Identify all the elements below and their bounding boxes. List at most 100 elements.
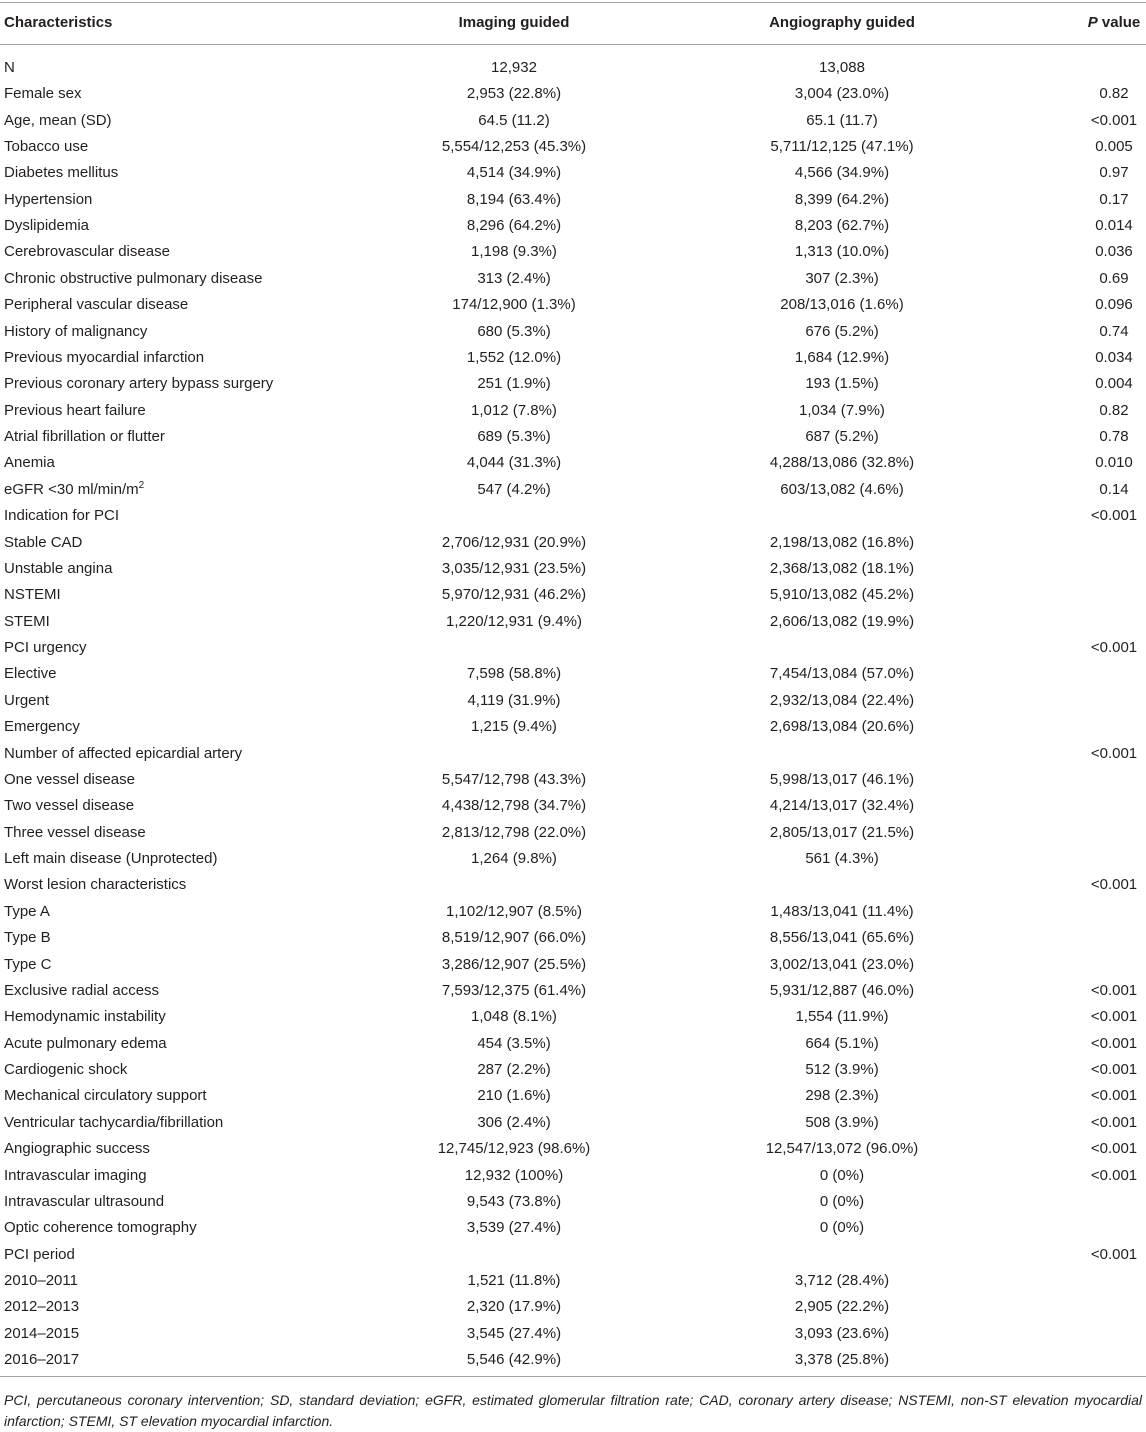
imaging-guided-value-cell: 1,012 (7.8%) (348, 398, 680, 424)
angiography-guided-value: 3,712 (28.4%) (794, 1272, 890, 1290)
p-value-cell: <0.001 (1004, 635, 1146, 661)
angiography-guided-value-cell: 508 (3.9%) (680, 1110, 1004, 1136)
row-label: Female sex (4, 85, 82, 103)
angiography-guided-value-cell: 13,088 (680, 55, 1004, 81)
table-row: Type C 3,286/12,907 (25.5%) 3,002/13,041 (… (0, 952, 1146, 978)
p-value: 0.004 (1095, 375, 1133, 393)
imaging-guided-value: 1,552 (12.0%) (466, 348, 562, 366)
angiography-guided-value-cell: 5,998/13,017 (46.1%) (680, 767, 1004, 793)
row-label-cell: PCI period (0, 1242, 348, 1268)
table-row: eGFR <30 ml/min/m2 547 (4.2%) 603/13,082 (… (0, 477, 1146, 503)
table-row: 2014–2015 3,545 (27.4%) 3,093 (23.6%) (0, 1321, 1146, 1347)
angiography-guided-value-cell: 208/13,016 (1.6%) (680, 292, 1004, 318)
row-label-cell: Intravascular ultrasound (0, 1189, 348, 1215)
row-label: Number of affected epicardial artery (4, 744, 243, 762)
table-row: Chronic obstructive pulmonary disease 313… (0, 266, 1146, 292)
imaging-guided-value-cell: 1,102/12,907 (8.5%) (348, 899, 680, 925)
p-value-cell: 0.78 (1004, 424, 1146, 450)
imaging-guided-value-cell: 2,706/12,931 (20.9%) (348, 530, 680, 556)
row-label: Anemia (4, 454, 55, 472)
row-label-cell: N (0, 55, 348, 81)
row-label-cell: Diabetes mellitus (0, 160, 348, 186)
row-label-cell: Tobacco use (0, 134, 348, 160)
imaging-guided-value: 287 (2.2%) (477, 1061, 551, 1079)
imaging-guided-value: 8,194 (63.4%) (466, 190, 562, 208)
angiography-guided-value-cell: 2,905 (22.2%) (680, 1294, 1004, 1320)
row-label: Elective (4, 665, 57, 683)
imaging-guided-value: 313 (2.4%) (477, 269, 551, 287)
row-label-cell: Type A (0, 899, 348, 925)
imaging-guided-value-cell: 1,264 (9.8%) (348, 846, 680, 872)
angiography-guided-value: 1,034 (7.9%) (799, 401, 885, 419)
row-label-cell: Type C (0, 952, 348, 978)
table-row: Worst lesion characteristics <0.001 (0, 872, 1146, 898)
imaging-guided-value: 1,521 (11.8%) (467, 1272, 561, 1290)
imaging-guided-value-cell: 2,813/12,798 (22.0%) (348, 820, 680, 846)
imaging-guided-value-cell (348, 741, 680, 767)
angiography-guided-value: 3,002/13,041 (23.0%) (769, 955, 915, 973)
imaging-guided-value: 8,519/12,907 (66.0%) (441, 929, 587, 947)
p-value-cell: <0.001 (1004, 978, 1146, 1004)
table-row: Ventricular tachycardia/fibrillation 306 … (0, 1110, 1146, 1136)
angiography-guided-value-cell: 4,214/13,017 (32.4%) (680, 793, 1004, 819)
imaging-guided-value: 1,102/12,907 (8.5%) (446, 902, 582, 920)
row-label-cell: Optic coherence tomography (0, 1215, 348, 1241)
imaging-guided-value: 2,706/12,931 (20.9%) (441, 533, 587, 551)
row-label: PCI period (4, 1245, 75, 1263)
p-value: <0.001 (1090, 1061, 1138, 1079)
p-value-cell (1004, 1347, 1146, 1373)
imaging-guided-value-cell: 680 (5.3%) (348, 319, 680, 345)
imaging-guided-value-cell: 5,547/12,798 (43.3%) (348, 767, 680, 793)
imaging-guided-value: 12,745/12,923 (98.6%) (437, 1140, 591, 1158)
row-label-cell: Hemodynamic instability (0, 1004, 348, 1030)
imaging-guided-value-cell: 1,215 (9.4%) (348, 714, 680, 740)
table-row: Tobacco use 5,554/12,253 (45.3%) 5,711/12,… (0, 134, 1146, 160)
table-row: Left main disease (Unprotected) 1,264 (9.… (0, 846, 1146, 872)
imaging-guided-value: 2,320 (17.9%) (466, 1298, 562, 1316)
imaging-guided-value-cell: 454 (3.5%) (348, 1031, 680, 1057)
angiography-guided-value-cell: 3,002/13,041 (23.0%) (680, 952, 1004, 978)
imaging-guided-value-cell: 4,514 (34.9%) (348, 160, 680, 186)
p-value-cell (1004, 609, 1146, 635)
p-value-cell (1004, 1189, 1146, 1215)
imaging-guided-value-cell: 3,545 (27.4%) (348, 1321, 680, 1347)
imaging-guided-value: 2,813/12,798 (22.0%) (441, 823, 587, 841)
imaging-guided-value: 4,514 (34.9%) (466, 164, 562, 182)
table-row: Previous myocardial infarction 1,552 (12.… (0, 345, 1146, 371)
imaging-guided-value-cell: 1,552 (12.0%) (348, 345, 680, 371)
table-row: Previous coronary artery bypass surgery 2… (0, 371, 1146, 397)
p-value-cell: 0.74 (1004, 319, 1146, 345)
imaging-guided-value: 4,438/12,798 (34.7%) (441, 797, 587, 815)
imaging-guided-value-cell: 64.5 (11.2) (348, 108, 680, 134)
imaging-guided-value: 4,119 (31.9%) (467, 691, 561, 709)
table-row: Urgent 4,119 (31.9%) 2,932/13,084 (22.4%) (0, 688, 1146, 714)
row-label-cell: Cerebrovascular disease (0, 239, 348, 265)
angiography-guided-value-cell: 3,378 (25.8%) (680, 1347, 1004, 1373)
p-value-cell (1004, 952, 1146, 978)
row-label: Intravascular imaging (4, 1166, 147, 1184)
row-label-cell: Dyslipidemia (0, 213, 348, 239)
row-label: 2010–2011 (4, 1272, 78, 1290)
imaging-guided-value-cell: 7,593/12,375 (61.4%) (348, 978, 680, 1004)
p-value-cell (1004, 1294, 1146, 1320)
table-row: Optic coherence tomography 3,539 (27.4%) 0… (0, 1215, 1146, 1241)
row-label: Intravascular ultrasound (4, 1192, 165, 1210)
p-value-cell: 0.14 (1004, 477, 1146, 503)
imaging-guided-value: 5,546 (42.9%) (466, 1351, 562, 1369)
p-value-cell: <0.001 (1004, 503, 1146, 529)
p-value: 0.034 (1095, 348, 1133, 366)
header-bottom-rule (0, 44, 1146, 45)
table-row: Female sex 2,953 (22.8%) 3,004 (23.0%) 0.82 (0, 81, 1146, 107)
imaging-guided-value-cell: 12,745/12,923 (98.6%) (348, 1136, 680, 1162)
angiography-guided-value-cell: 2,932/13,084 (22.4%) (680, 688, 1004, 714)
angiography-guided-value-cell (680, 872, 1004, 898)
table-bottom-rule (0, 1376, 1146, 1377)
angiography-guided-value: 208/13,016 (1.6%) (780, 296, 904, 314)
angiography-guided-value: 13,088 (819, 58, 865, 76)
angiography-guided-value-cell: 0 (0%) (680, 1189, 1004, 1215)
p-value-cell: 0.82 (1004, 398, 1146, 424)
row-label: eGFR <30 ml/min/m (4, 480, 139, 498)
table-row: Age, mean (SD) 64.5 (11.2) 65.1 (11.7) <0.0… (0, 108, 1146, 134)
angiography-guided-value: 1,554 (11.9%) (795, 1008, 889, 1026)
table-row: Indication for PCI <0.001 (0, 503, 1146, 529)
